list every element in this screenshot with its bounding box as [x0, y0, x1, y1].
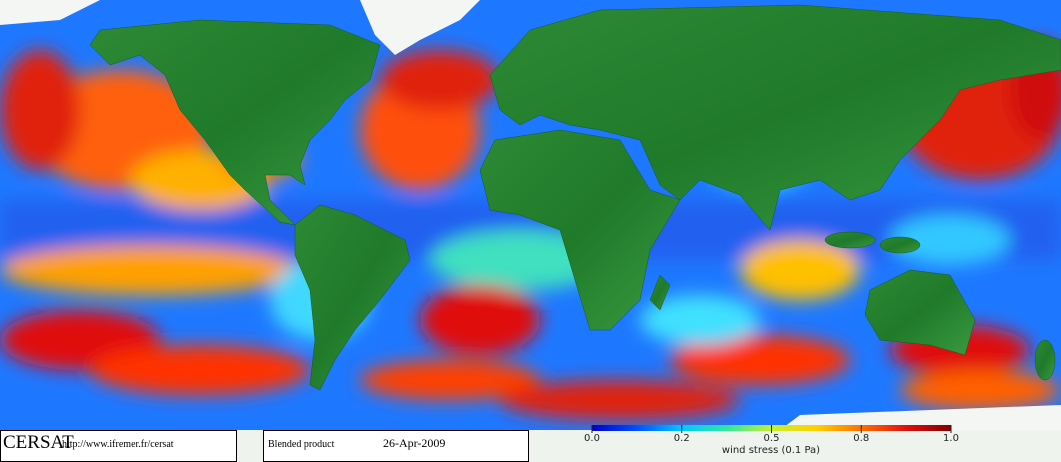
colorbar: wind stress (0.1 Pa) 0.0 0.2 0.5 0.8 1.0 — [584, 425, 959, 456]
colorbar-tick-label: 0.0 — [584, 433, 600, 444]
south-america — [294, 204, 411, 391]
islands — [879, 236, 921, 254]
colorbar-label: wind stress (0.1 Pa) — [722, 445, 820, 456]
logo: CERSAT — [3, 432, 74, 453]
product: Blended product — [268, 439, 335, 450]
africa — [479, 129, 681, 331]
madagascar — [649, 274, 671, 311]
colorbar-tick-label: 0.8 — [853, 433, 869, 444]
url: http://www.ifremer.fr/cersat — [62, 439, 174, 450]
date: 26-Apr-2009 — [383, 436, 445, 450]
north-america — [89, 19, 381, 226]
logo-box — [0, 430, 237, 462]
islands — [1034, 339, 1056, 381]
colorbar-tick-label: 1.0 — [943, 433, 959, 444]
land — [89, 4, 1061, 391]
australia — [864, 269, 976, 356]
colorbar-tick-label: 0.2 — [674, 433, 690, 444]
colorbar-tick-label: 0.5 — [764, 433, 780, 444]
eurasia — [489, 4, 1061, 231]
wind-field — [0, 40, 1061, 420]
islands — [824, 231, 876, 249]
product-box — [263, 430, 529, 462]
